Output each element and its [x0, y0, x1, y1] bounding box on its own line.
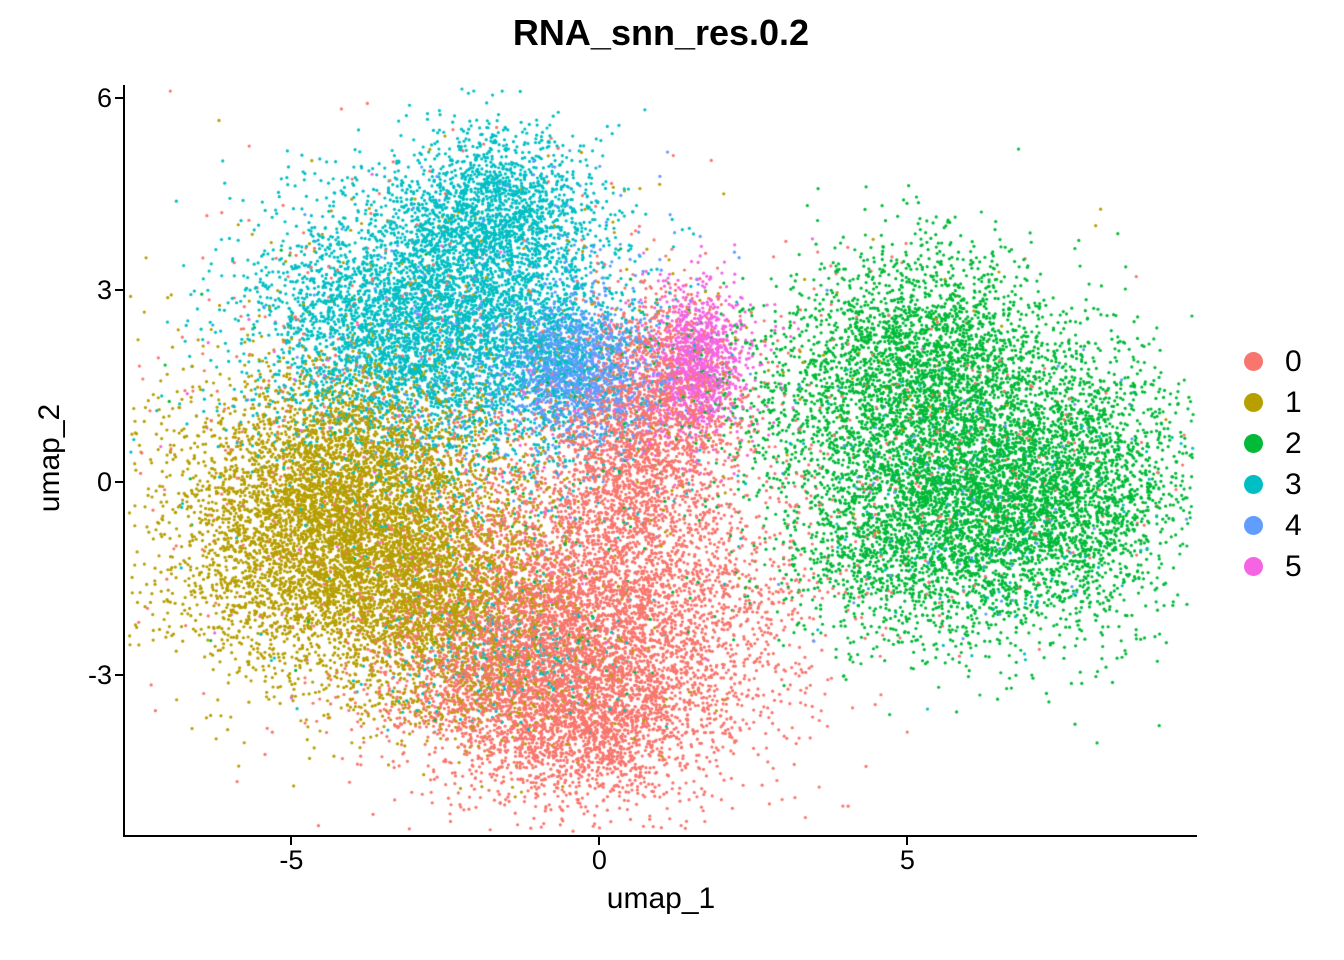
legend-key-dot — [1244, 434, 1263, 453]
x-tick-mark — [906, 837, 909, 845]
legend-item: 1 — [1244, 382, 1302, 423]
y-tick-mark — [115, 673, 123, 676]
y-axis-title: umap_2 — [33, 403, 66, 513]
y-axis-line — [123, 85, 125, 837]
legend: 0 1 2 3 4 5 — [1244, 341, 1302, 587]
x-axis-title: umap_1 — [606, 882, 716, 915]
y-tick-label: -3 — [87, 659, 112, 690]
legend-item-label: 4 — [1285, 508, 1302, 542]
legend-key-dot — [1244, 475, 1263, 494]
y-tick-label: 6 — [96, 82, 112, 113]
legend-item: 2 — [1244, 423, 1302, 464]
legend-item-label: 3 — [1285, 467, 1302, 501]
scatter-canvas — [125, 85, 1197, 835]
x-tick-label: -5 — [279, 845, 304, 875]
legend-item-label: 2 — [1285, 426, 1302, 460]
y-tick-mark — [115, 96, 123, 99]
x-tick-label: 5 — [899, 845, 915, 875]
legend-key-dot — [1244, 557, 1263, 576]
y-tick-label: 0 — [96, 467, 112, 498]
legend-item-label: 0 — [1285, 344, 1302, 378]
x-axis-line — [123, 835, 1197, 837]
y-tick-label: 3 — [96, 275, 112, 306]
legend-key-dot — [1244, 516, 1263, 535]
legend-key-dot — [1244, 393, 1263, 412]
legend-item: 4 — [1244, 505, 1302, 546]
legend-item: 5 — [1244, 546, 1302, 587]
x-tick-label: 0 — [591, 845, 607, 875]
plot-title: RNA_snn_res.0.2 — [512, 12, 810, 53]
legend-item-label: 1 — [1285, 385, 1302, 419]
x-tick-mark — [290, 837, 293, 845]
legend-item-label: 5 — [1285, 549, 1302, 583]
legend-item: 0 — [1244, 341, 1302, 382]
legend-key-dot — [1244, 352, 1263, 371]
x-tick-mark — [598, 837, 601, 845]
y-tick-mark — [115, 289, 123, 292]
legend-item: 3 — [1244, 464, 1302, 505]
y-tick-mark — [115, 481, 123, 484]
